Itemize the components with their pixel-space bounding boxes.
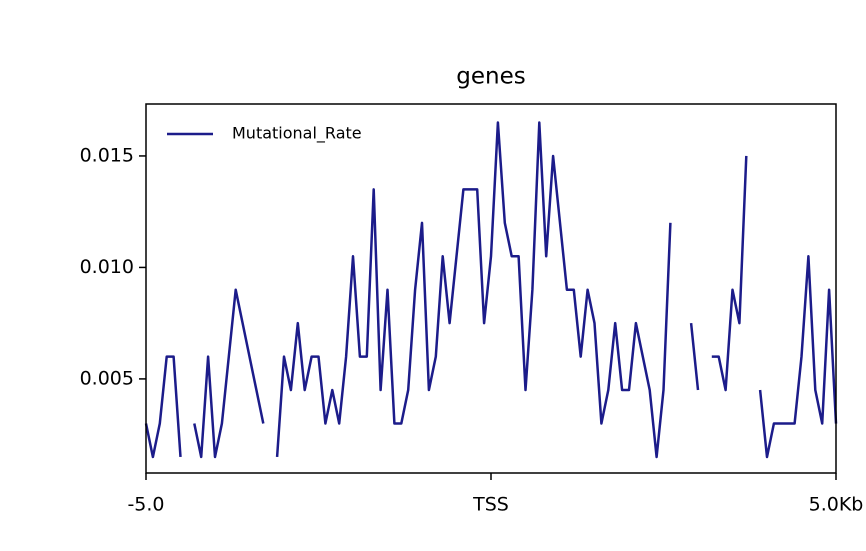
legend-label: Mutational_Rate: [232, 124, 362, 144]
y-tick-label: 0.005: [80, 367, 134, 389]
chart-title: genes: [456, 64, 525, 90]
x-tick-label: 5.0Kb: [809, 494, 864, 516]
x-tick-label: TSS: [472, 494, 509, 516]
y-tick-label: 0.010: [80, 256, 134, 278]
x-tick-label: -5.0: [127, 494, 164, 516]
y-tick-label: 0.015: [80, 144, 134, 166]
data-line: [144, 121, 838, 459]
plot-frame: [145, 103, 837, 474]
